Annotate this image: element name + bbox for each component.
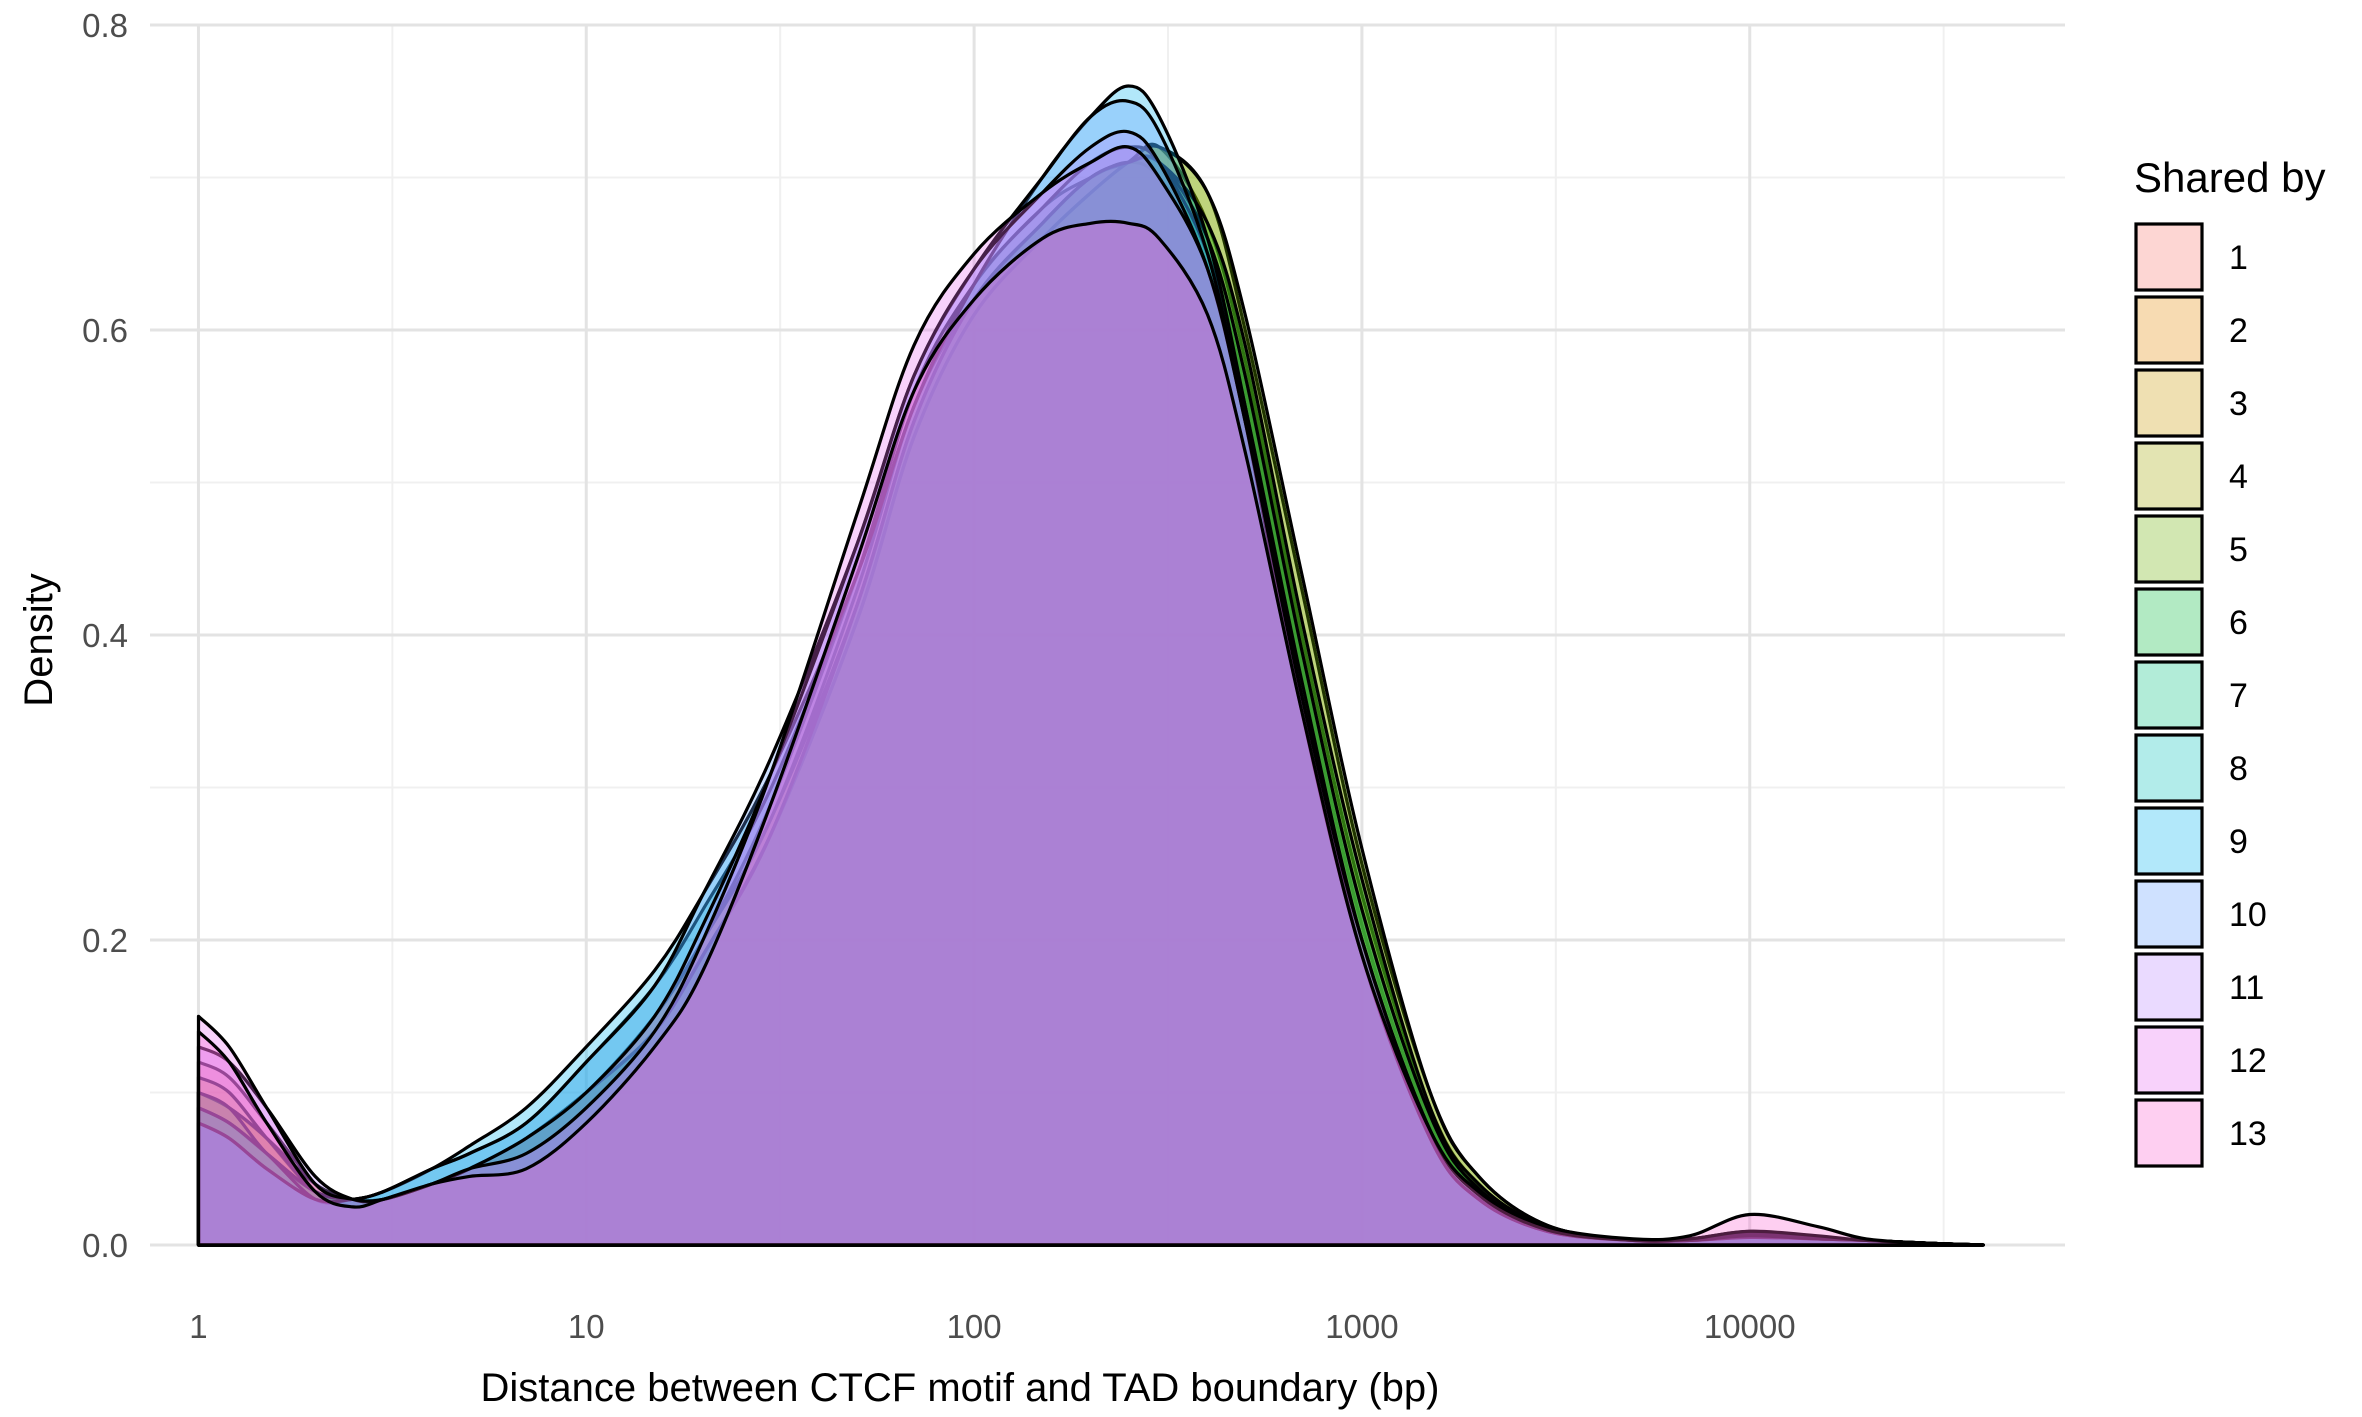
legend-label-13: 13 [2229, 1115, 2267, 1153]
legend-swatch-7 [2134, 660, 2204, 730]
y-tick-label: 0.4 [82, 617, 128, 654]
legend-key-bg [2136, 1027, 2202, 1093]
legend-swatch-4 [2134, 441, 2204, 511]
legend-swatch-8 [2134, 733, 2204, 803]
legend-swatch-2 [2134, 295, 2204, 365]
x-tick-label: 1000 [1325, 1308, 1398, 1345]
legend-key-bg [2136, 954, 2202, 1020]
legend-label-9: 9 [2229, 823, 2248, 861]
grid-lines [150, 23, 2065, 1247]
legend-swatch-3 [2134, 368, 2204, 438]
legend-key-bg [2136, 297, 2202, 363]
legend-label-3: 3 [2229, 385, 2248, 423]
legend-label-11: 11 [2229, 969, 2264, 1007]
y-tick-label: 0.0 [82, 1227, 128, 1264]
legend-label-7: 7 [2229, 677, 2248, 715]
legend-key-bg [2136, 370, 2202, 436]
legend-title: Shared by [2134, 154, 2325, 201]
legend-swatch-13 [2134, 1098, 2204, 1168]
legend-key-bg [2136, 224, 2202, 290]
density-area-series-13 [196, 219, 1985, 1247]
legend-key-bg [2136, 808, 2202, 874]
legend-label-5: 5 [2229, 531, 2248, 569]
legend-swatch-1 [2134, 222, 2204, 292]
x-tick-label: 1 [189, 1308, 207, 1345]
legend-label-1: 1 [2229, 239, 2248, 277]
legend-label-6: 6 [2229, 604, 2248, 642]
legend-label-10: 10 [2229, 896, 2267, 934]
legend-key-bg [2136, 443, 2202, 509]
legend-swatch-10 [2134, 879, 2204, 949]
legend-key-bg [2136, 881, 2202, 947]
x-tick-label: 10 [568, 1308, 605, 1345]
legend-key-bg [2136, 516, 2202, 582]
legend-key-bg [2136, 589, 2202, 655]
density-area-series-12 [196, 145, 1985, 1247]
y-tick-label: 0.2 [82, 922, 128, 959]
legend-label-8: 8 [2229, 750, 2248, 788]
axis-tick-labels: 0.0 0.2 0.4 0.6 0.8 1 10 100 1000 10000 [82, 7, 1795, 1345]
legend-key-bg [2136, 1100, 2202, 1166]
density-areas [196, 84, 1985, 1247]
legend-swatch-5 [2134, 514, 2204, 584]
x-tick-label: 10000 [1704, 1308, 1796, 1345]
y-tick-label: 0.6 [82, 312, 128, 349]
legend-label-4: 4 [2229, 458, 2248, 496]
legend-swatch-9 [2134, 806, 2204, 876]
y-axis-title: Density [17, 573, 61, 706]
x-tick-label: 100 [947, 1308, 1002, 1345]
legend-key-bg [2136, 662, 2202, 728]
legend-label-2: 2 [2229, 312, 2248, 350]
legend-key-bg [2136, 735, 2202, 801]
legend-swatch-6 [2134, 587, 2204, 657]
legend-label-12: 12 [2229, 1042, 2267, 1080]
legend-swatch-12 [2134, 1025, 2204, 1095]
legend-swatch-11 [2134, 952, 2204, 1022]
x-axis-title: Distance between CTCF motif and TAD boun… [481, 1366, 1440, 1410]
y-tick-label: 0.8 [82, 7, 128, 44]
